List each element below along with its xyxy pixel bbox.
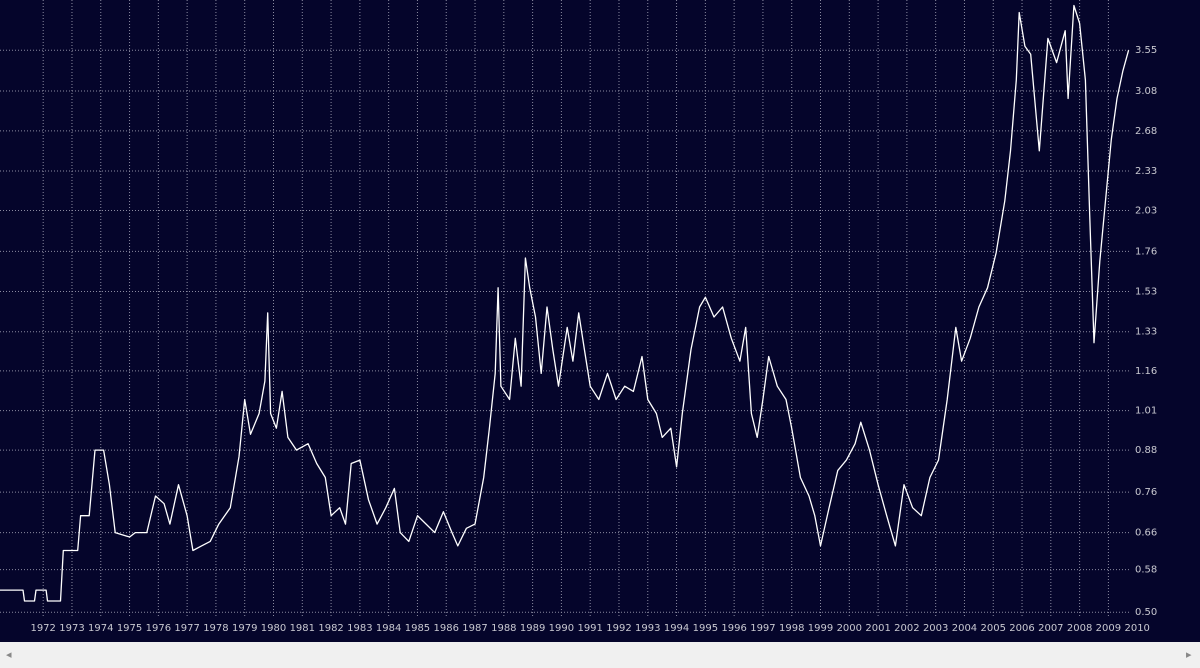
x-tick-label: 2001 [865,623,890,634]
chart-background [0,0,1200,642]
x-tick-label: 1974 [88,623,113,634]
x-tick-label: 1975 [117,623,142,634]
y-tick-label: 1.53 [1135,287,1157,298]
x-tick-label: 1972 [30,623,55,634]
y-tick-label: 0.66 [1135,528,1157,539]
y-tick-label: 1.01 [1135,406,1157,417]
x-tick-label: 1992 [606,623,631,634]
y-tick-label: 1.76 [1135,246,1157,257]
y-tick-label: 2.33 [1135,166,1157,177]
scrollbar[interactable] [0,642,1200,668]
x-tick-label: 2008 [1067,623,1092,634]
x-tick-label: 1995 [693,623,718,634]
y-tick-label: 0.76 [1135,487,1157,498]
x-tick-label: 2006 [1009,623,1034,634]
price-line [0,4,1130,602]
x-tick-label: 2010 [1124,623,1149,634]
x-tick-label: 2004 [952,623,977,634]
y-tick-label: 2.68 [1135,126,1157,137]
x-tick-label: 2000 [837,623,862,634]
x-tick-label: 2003 [923,623,948,634]
x-tick-label: 1981 [290,623,315,634]
x-tick-label: 1999 [808,623,833,634]
x-tick-label: 1980 [261,623,286,634]
x-tick-label: 2002 [894,623,919,634]
x-tick-label: 1985 [405,623,430,634]
x-tick-label: 1988 [491,623,516,634]
x-tick-label: 1983 [347,623,372,634]
x-tick-label: 1976 [146,623,171,634]
y-tick-label: 0.58 [1135,565,1157,576]
x-tick-label: 2007 [1038,623,1063,634]
x-tick-label: 2009 [1096,623,1121,634]
y-tick-label: 0.50 [1135,607,1157,618]
y-tick-label: 2.03 [1135,205,1157,216]
x-tick-label: 1993 [635,623,660,634]
x-tick-label: 1973 [59,623,84,634]
x-tick-label: 1978 [203,623,228,634]
x-tick-label: 1990 [549,623,574,634]
x-tick-label: 1984 [376,623,401,634]
y-tick-label: 3.55 [1135,45,1157,56]
x-tick-label: 1986 [434,623,459,634]
scroll-left[interactable]: ◂ [6,648,12,661]
y-tick-label: 1.16 [1135,366,1157,377]
x-tick-label: 1989 [520,623,545,634]
x-tick-label: 1998 [779,623,804,634]
y-tick-label: 0.88 [1135,445,1157,456]
x-tick-label: 1994 [664,623,689,634]
x-tick-label: 1982 [318,623,343,634]
y-tick-label: 3.08 [1135,86,1157,97]
scroll-right[interactable]: ▸ [1186,648,1192,661]
x-tick-label: 1987 [462,623,487,634]
x-tick-label: 1991 [577,623,602,634]
y-tick-label: 1.33 [1135,327,1157,338]
x-tick-label: 2005 [981,623,1006,634]
x-tick-label: 1996 [721,623,746,634]
x-tick-label: 1979 [232,623,257,634]
x-tick-label: 1977 [174,623,199,634]
x-tick-label: 1997 [750,623,775,634]
